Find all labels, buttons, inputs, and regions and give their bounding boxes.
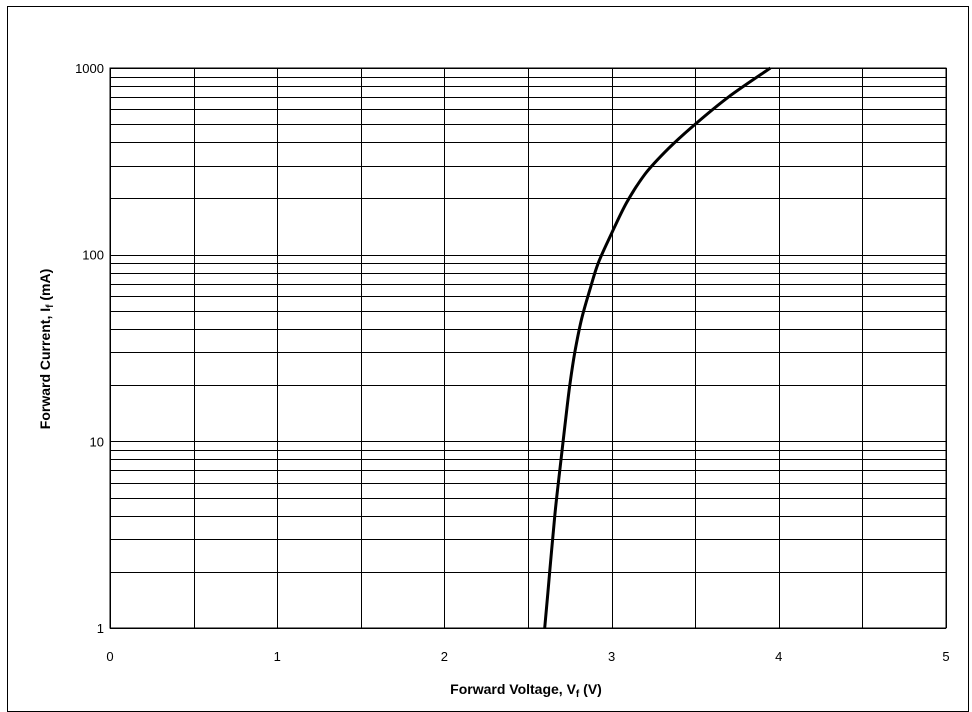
y-axis-title-sub: f xyxy=(45,304,56,308)
x-tick-label: 5 xyxy=(942,649,949,664)
x-tick-label: 0 xyxy=(106,649,113,664)
grid xyxy=(110,68,947,629)
y-tick-label: 1000 xyxy=(75,61,104,76)
series-line xyxy=(543,66,772,629)
chart-frame xyxy=(7,6,969,712)
x-axis-title-sub: f xyxy=(576,689,580,700)
y-tick-label: 10 xyxy=(90,434,104,449)
x-axis-title: Forward Voltage, Vf (V) xyxy=(450,681,602,700)
x-tick-label: 3 xyxy=(608,649,615,664)
x-axis-title-unit: (V) xyxy=(579,681,602,697)
y-axis-title: Forward Current, If (mA) xyxy=(37,269,56,429)
y-axis-title-unit: (mA) xyxy=(37,269,53,305)
x-tick-label: 4 xyxy=(775,649,782,664)
y-tick-label: 100 xyxy=(82,248,104,263)
y-axis-title-main: Forward Current, I xyxy=(37,308,53,429)
x-axis-title-main: Forward Voltage, V xyxy=(450,681,576,697)
x-tick-label: 2 xyxy=(441,649,448,664)
x-tick-label: 1 xyxy=(274,649,281,664)
y-tick-labels: 1 10 100 1000 xyxy=(75,61,104,636)
plot-area-border xyxy=(109,67,947,629)
y-tick-label: 1 xyxy=(97,621,104,636)
x-tick-labels: 0 1 2 3 4 5 xyxy=(106,649,949,664)
